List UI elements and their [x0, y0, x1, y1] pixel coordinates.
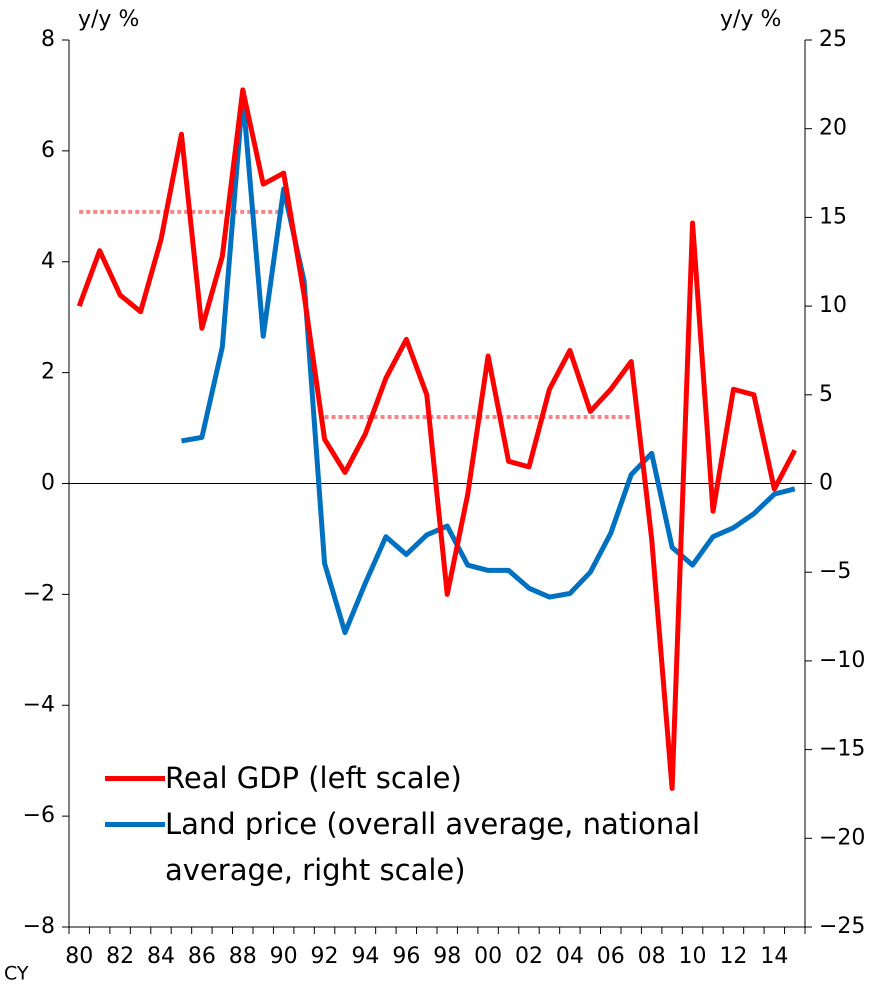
legend-label: Land price (overall average, national av…	[165, 807, 701, 887]
x-tick-label: 02	[515, 944, 543, 969]
series-line	[181, 92, 796, 636]
y2-tick-label: 5	[819, 382, 833, 407]
y-tick-label: 2	[41, 360, 55, 385]
legend-label: Real GDP (left scale)	[165, 761, 462, 795]
y-tick-label: 4	[41, 249, 55, 274]
x-tick-label: 14	[760, 944, 788, 969]
x-tick-label: 06	[597, 944, 625, 969]
x-tick-label: 08	[638, 944, 666, 969]
y2-tick-label: −15	[819, 737, 865, 762]
y2-tick-label: 25	[819, 27, 847, 52]
y2-tick-label: −20	[819, 825, 865, 850]
x-tick-label: 98	[433, 944, 461, 969]
x-tick-label: 88	[229, 944, 257, 969]
legend-swatch	[105, 822, 165, 827]
y2-tick-label: 20	[819, 116, 847, 141]
y-tick-label: 0	[41, 471, 55, 496]
x-tick-label: 94	[351, 944, 379, 969]
x-tick-label: 80	[65, 944, 93, 969]
x-tick-label: 92	[311, 944, 339, 969]
series-line	[76, 87, 797, 791]
y2-tick-label: 10	[819, 293, 847, 318]
x-tick-label: 04	[556, 944, 584, 969]
y-tick-label: −2	[23, 581, 55, 606]
x-tick-label: 00	[474, 944, 502, 969]
x-axis-label: CY	[4, 963, 29, 985]
y2-tick-label: −5	[819, 559, 851, 584]
x-tick-label: 90	[270, 944, 298, 969]
legend: Real GDP (left scale) Land price (overall…	[105, 755, 745, 893]
x-tick-label: 96	[392, 944, 420, 969]
x-tick-label: 84	[147, 944, 175, 969]
x-tick-label: 10	[679, 944, 707, 969]
average-line	[79, 209, 632, 419]
y-axis-label: y/y %	[78, 7, 139, 32]
y-tick-label: −6	[23, 803, 55, 828]
y2-tick-label: 15	[819, 204, 847, 229]
y-tick-label: −4	[23, 692, 55, 717]
y2-axis-label: y/y %	[720, 7, 781, 32]
y2-tick-label: −10	[819, 648, 865, 673]
legend-item: Real GDP (left scale)	[105, 755, 745, 801]
y2-tick-label: −25	[819, 914, 865, 939]
y-tick-label: 8	[41, 27, 55, 52]
y-tick-label: 6	[41, 138, 55, 163]
y-tick-label: −8	[23, 914, 55, 939]
y2-tick-label: 0	[819, 471, 833, 496]
legend-item: Land price (overall average, national av…	[105, 801, 745, 893]
x-tick-label: 86	[188, 944, 216, 969]
legend-swatch	[105, 776, 165, 781]
x-tick-label: 12	[719, 944, 747, 969]
x-tick-label: 82	[106, 944, 134, 969]
